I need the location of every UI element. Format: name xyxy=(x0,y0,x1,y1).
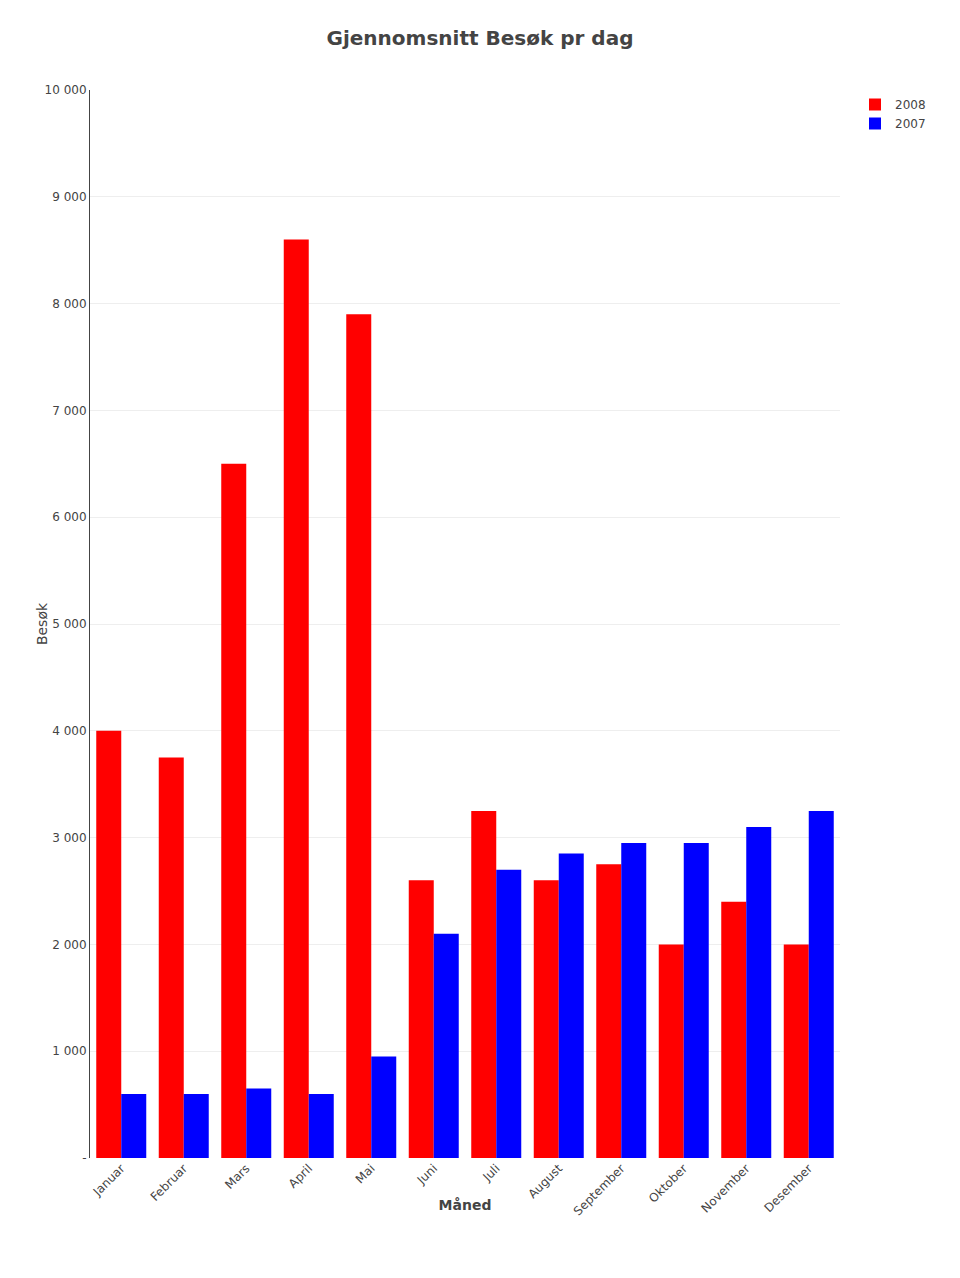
svg-text:Februar: Februar xyxy=(148,1161,191,1204)
svg-text:-: - xyxy=(82,1151,86,1165)
svg-text:Mars: Mars xyxy=(222,1161,252,1191)
svg-text:Juni: Juni xyxy=(414,1161,440,1187)
svg-text:2 000: 2 000 xyxy=(52,938,86,952)
svg-text:Mai: Mai xyxy=(353,1161,378,1186)
svg-text:3 000: 3 000 xyxy=(52,831,86,845)
svg-text:Desember: Desember xyxy=(761,1161,815,1215)
svg-text:Januar: Januar xyxy=(90,1161,128,1199)
svg-text:10 000: 10 000 xyxy=(45,83,87,97)
svg-text:November: November xyxy=(699,1161,753,1215)
svg-text:6 000: 6 000 xyxy=(52,510,86,524)
svg-text:9 000: 9 000 xyxy=(52,190,86,204)
svg-text:Måned: Måned xyxy=(439,1197,492,1213)
svg-text:September: September xyxy=(571,1161,628,1218)
svg-text:August: August xyxy=(526,1161,566,1201)
svg-text:April: April xyxy=(286,1161,315,1190)
svg-text:Besøk: Besøk xyxy=(34,602,50,645)
svg-text:8 000: 8 000 xyxy=(52,297,86,311)
svg-text:Oktober: Oktober xyxy=(646,1161,690,1205)
svg-text:2008: 2008 xyxy=(895,98,926,112)
svg-text:4 000: 4 000 xyxy=(52,724,86,738)
svg-text:Gjennomsnitt Besøk pr dag: Gjennomsnitt Besøk pr dag xyxy=(327,26,634,50)
svg-text:2007: 2007 xyxy=(895,117,926,131)
svg-text:7 000: 7 000 xyxy=(52,404,86,418)
svg-text:Juli: Juli xyxy=(479,1161,502,1184)
svg-text:5 000: 5 000 xyxy=(52,617,86,631)
svg-text:1 000: 1 000 xyxy=(52,1044,86,1058)
